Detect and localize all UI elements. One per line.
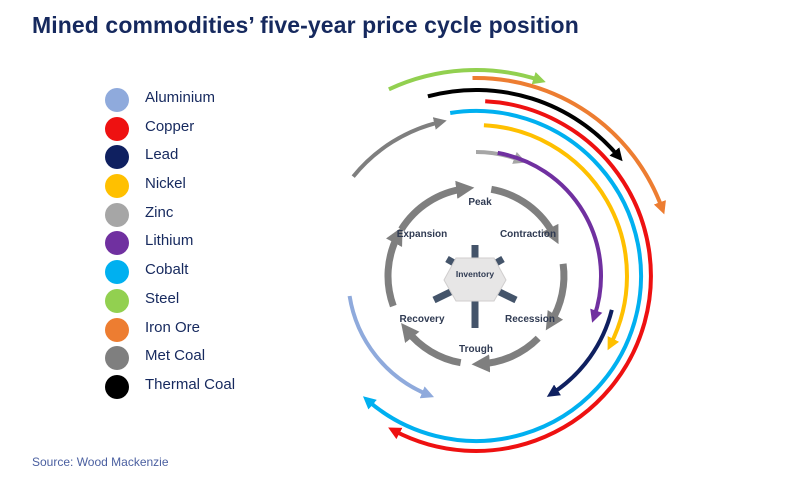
- arc-cobalt: [362, 109, 644, 443]
- legend-item-aluminium: Aluminium: [105, 85, 325, 114]
- legend-item-iron-ore: Iron Ore: [105, 315, 325, 344]
- legend-label: Cobalt: [145, 261, 189, 279]
- swatch-iron-ore: [105, 317, 129, 342]
- legend-item-copper: Copper: [105, 114, 325, 143]
- cycle-ring-segment: [398, 180, 475, 232]
- legend-label: Iron Ore: [145, 318, 201, 336]
- swatch-zinc: [105, 202, 129, 227]
- stage-peak: Peak: [468, 197, 492, 208]
- arc-iron-ore: [472, 75, 666, 215]
- legend-item-nickel: Nickel: [105, 171, 325, 200]
- legend-item-thermal-coal: Thermal Coal: [105, 372, 325, 401]
- arc-met-coal: [351, 117, 447, 178]
- swatch-aluminium: [105, 88, 129, 112]
- legend-label: Lead: [145, 146, 179, 164]
- legend-item-met-coal: Met Coal: [105, 343, 325, 372]
- legend-label: Nickel: [145, 175, 186, 193]
- stage-expansion: Expansion: [397, 229, 448, 240]
- source-note: Source: Wood Mackenzie: [32, 455, 169, 469]
- hub-hexagon: [443, 257, 507, 302]
- legend-item-zinc: Zinc: [105, 200, 325, 229]
- arc-copper: [388, 99, 653, 453]
- swatch-thermal-coal: [105, 374, 129, 399]
- legend-label: Zinc: [145, 203, 174, 221]
- swatch-cobalt: [105, 260, 129, 285]
- swatch-steel: [105, 288, 129, 313]
- swatch-lithium: [105, 231, 129, 256]
- cycle-ring: [384, 180, 568, 373]
- stage-trough: Trough: [459, 344, 493, 355]
- stage-recovery: Recovery: [399, 314, 444, 325]
- stage-recession: Recession: [505, 314, 555, 325]
- stage-contraction: Contraction: [500, 229, 556, 240]
- arc-steel: [388, 68, 546, 92]
- legend-item-cobalt: Cobalt: [105, 257, 325, 286]
- commodity-arcs: [347, 68, 666, 453]
- cycle-ring-segment: [384, 226, 403, 308]
- arc-nickel: [483, 123, 629, 351]
- swatch-nickel: [105, 174, 129, 199]
- inventory-hub: Inventory: [432, 245, 518, 328]
- legend-label: Steel: [145, 289, 180, 307]
- arc-thermal-coal: [427, 88, 623, 162]
- legend-label: Copper: [145, 117, 195, 135]
- cycle-ring-segment: [471, 335, 541, 373]
- swatch-copper: [105, 116, 129, 141]
- swatch-lead: [105, 145, 129, 170]
- legend-label: Lithium: [145, 232, 194, 250]
- cycle-ring-segment: [545, 263, 568, 331]
- legend-label: Aluminium: [145, 89, 216, 106]
- cycle-ring-segment: [490, 185, 559, 245]
- legend-label: Met Coal: [145, 347, 206, 365]
- hub-label: Inventory: [456, 269, 495, 279]
- legend-label: Thermal Coal: [145, 375, 236, 393]
- swatch-met-coal: [105, 346, 129, 371]
- legend-item-lead: Lead: [105, 142, 325, 171]
- cycle-ring-segment: [401, 323, 462, 367]
- arc-lead: [546, 309, 614, 397]
- page-title: Mined commodities’ five-year price cycle…: [32, 12, 579, 38]
- arc-lithium: [497, 150, 603, 323]
- legend-item-lithium: Lithium: [105, 228, 325, 257]
- legend-item-steel: Steel: [105, 286, 325, 315]
- legend: Aluminium Copper Lead Nickel Zinc Lithiu…: [105, 85, 325, 401]
- arc-aluminium: [347, 295, 435, 399]
